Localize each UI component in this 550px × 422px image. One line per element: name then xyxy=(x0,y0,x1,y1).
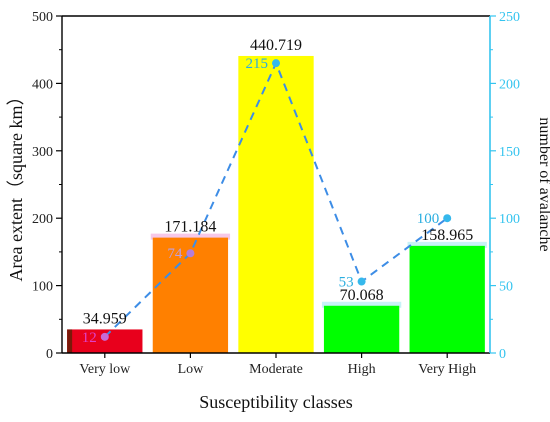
y2-tick-label-0: 0 xyxy=(499,347,506,362)
bars-layer xyxy=(67,55,487,354)
avalanche-label-3: 53 xyxy=(339,275,354,291)
x-tick-label-3: High xyxy=(348,362,376,377)
y2-axis-title: number of avalanche xyxy=(536,117,550,251)
avalanche-point-1 xyxy=(186,249,195,258)
y-tick-label-4: 400 xyxy=(32,77,53,92)
avalanche-label-0: 12 xyxy=(82,330,97,346)
bar-value-label-2: 440.719 xyxy=(250,37,302,54)
bar-0 xyxy=(67,329,143,353)
bar-value-label-4: 158.965 xyxy=(421,227,473,244)
avalanche-point-2 xyxy=(272,59,280,68)
y-tick-label-5: 500 xyxy=(32,10,53,25)
x-tick-label-1: Low xyxy=(178,362,205,377)
bar-value-label-3: 70.068 xyxy=(340,287,384,304)
y2-tick-label-2: 100 xyxy=(499,212,520,227)
data-labels-layer: 34.959 171.184 440.719 70.068 158.965 12 74 215… xyxy=(82,37,473,346)
bar-0-edge xyxy=(67,329,73,353)
y-tick-label-1: 100 xyxy=(32,280,53,295)
y2-tick-label-4: 200 xyxy=(499,77,520,92)
bar-3 xyxy=(323,305,400,353)
y2-tick-label-3: 150 xyxy=(499,145,520,160)
x-tick-label-0: Very low xyxy=(79,362,131,377)
y-tick-label-0: 0 xyxy=(46,347,53,362)
x-tick-label-2: Moderate xyxy=(249,362,303,377)
bar-highlight-3 xyxy=(321,301,402,308)
avalanche-label-2: 215 xyxy=(246,56,269,72)
bar-highlight-1 xyxy=(150,233,231,240)
avalanche-label-1: 74 xyxy=(167,246,183,262)
line-layer xyxy=(100,59,452,341)
y2-tick-label-5: 250 xyxy=(499,10,520,25)
y-tick-label-2: 200 xyxy=(32,212,53,227)
x-tick-label-4: Very High xyxy=(418,362,476,377)
axes-layer: 0 100 200 300 400 500 0 50 100 150 200 250 Very low L… xyxy=(32,10,520,377)
x-axis-title: Susceptibility classes xyxy=(199,392,352,412)
bar-value-label-1: 171.184 xyxy=(164,219,216,236)
bar-value-label-0: 34.959 xyxy=(83,310,127,327)
y-tick-label-3: 300 xyxy=(32,145,53,160)
bar-4 xyxy=(409,245,485,353)
avalanche-point-3 xyxy=(357,277,366,286)
bar-2 xyxy=(238,55,314,354)
avalanche-point-4 xyxy=(443,214,452,223)
y-axis-title: Area extent（square km） xyxy=(6,88,26,282)
bar-highlight-4 xyxy=(407,241,487,248)
avalanche-label-4: 100 xyxy=(417,211,440,227)
y2-tick-label-1: 50 xyxy=(499,280,513,295)
avalanche-point-0 xyxy=(100,332,109,341)
